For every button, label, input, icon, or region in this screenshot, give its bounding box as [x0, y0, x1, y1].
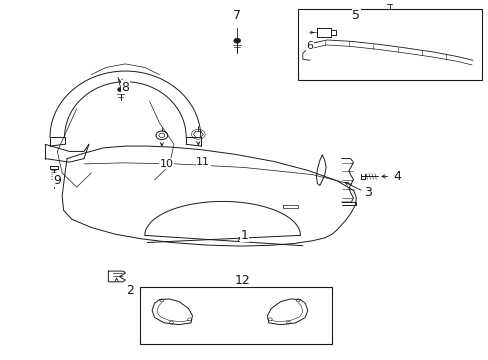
Text: 3: 3: [364, 186, 372, 199]
Text: 9: 9: [53, 174, 61, 186]
Circle shape: [233, 38, 240, 43]
Bar: [297, 9, 481, 80]
Text: 1: 1: [240, 229, 248, 242]
Text: 7: 7: [233, 9, 241, 22]
Text: 10: 10: [160, 159, 173, 169]
Text: 11: 11: [196, 157, 210, 167]
Bar: [140, 287, 331, 344]
Text: 8: 8: [121, 81, 129, 94]
Text: 6: 6: [306, 41, 313, 51]
Text: 2: 2: [126, 284, 134, 297]
Text: 5: 5: [352, 9, 360, 22]
Circle shape: [117, 87, 123, 92]
Text: 12: 12: [234, 274, 249, 287]
Text: 4: 4: [393, 170, 401, 183]
